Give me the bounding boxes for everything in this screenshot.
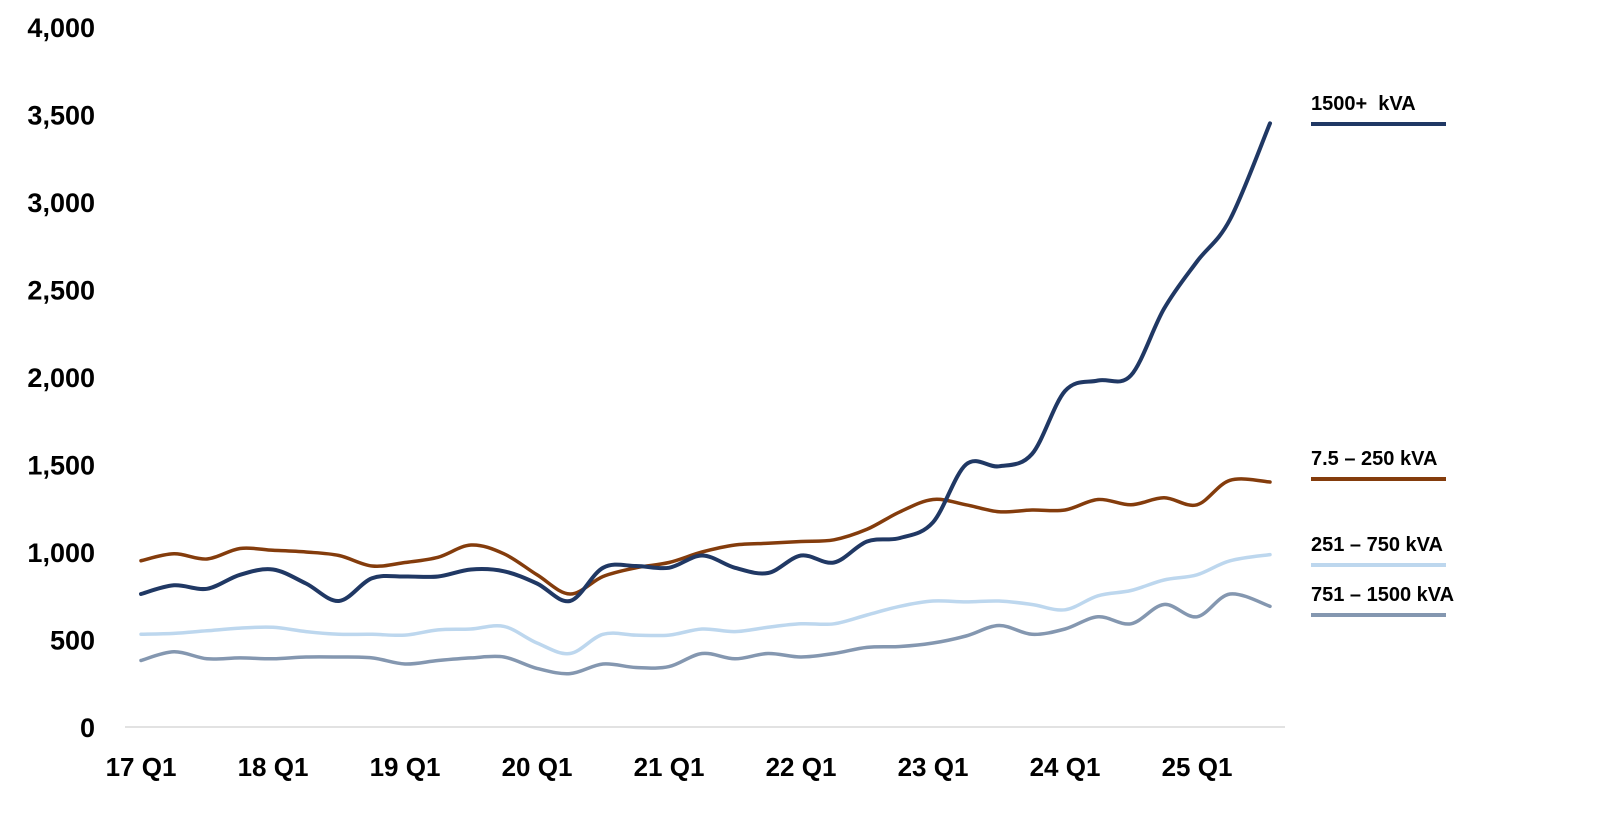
legend-label: 7.5 – 250 kVA xyxy=(1311,448,1437,470)
x-tick-label: 18 Q1 xyxy=(238,752,309,782)
series-line-7-5-250-kva xyxy=(139,477,1272,596)
x-tick-label: 20 Q1 xyxy=(502,752,573,782)
legend-item-7-5-250-kva: 7.5 – 250 kVA xyxy=(1311,448,1446,481)
y-tick-label: 0 xyxy=(80,713,95,743)
series-line-1500-kva xyxy=(139,121,1272,604)
legend-item-1500-kva: 1500+ kVA xyxy=(1311,93,1446,126)
y-tick-label: 4,000 xyxy=(27,13,95,43)
legend-label: 751 – 1500 kVA xyxy=(1311,584,1454,606)
x-tick-label: 24 Q1 xyxy=(1030,752,1101,782)
legend-item-751-1500-kva: 751 – 1500 kVA xyxy=(1311,584,1454,617)
y-tick-label: 2,000 xyxy=(27,363,95,393)
x-tick-label: 17 Q1 xyxy=(106,752,177,782)
series-line-251-750-kva xyxy=(139,552,1272,656)
y-tick-label: 3,500 xyxy=(27,101,95,131)
series-line-751-1500-kva xyxy=(139,592,1272,676)
x-tick-label: 22 Q1 xyxy=(766,752,837,782)
legend-label: 1500+ kVA xyxy=(1311,93,1416,115)
x-tick-label: 23 Q1 xyxy=(898,752,969,782)
x-tick-label: 21 Q1 xyxy=(634,752,705,782)
legend-item-251-750-kva: 251 – 750 kVA xyxy=(1311,534,1446,567)
y-tick-label: 500 xyxy=(50,626,95,656)
x-tick-label: 25 Q1 xyxy=(1162,752,1233,782)
legend-label: 251 – 750 kVA xyxy=(1311,534,1443,556)
x-tick-label: 19 Q1 xyxy=(370,752,441,782)
y-tick-label: 1,500 xyxy=(27,451,95,481)
y-tick-label: 3,000 xyxy=(27,188,95,218)
y-tick-label: 2,500 xyxy=(27,276,95,306)
y-tick-label: 1,000 xyxy=(27,538,95,568)
